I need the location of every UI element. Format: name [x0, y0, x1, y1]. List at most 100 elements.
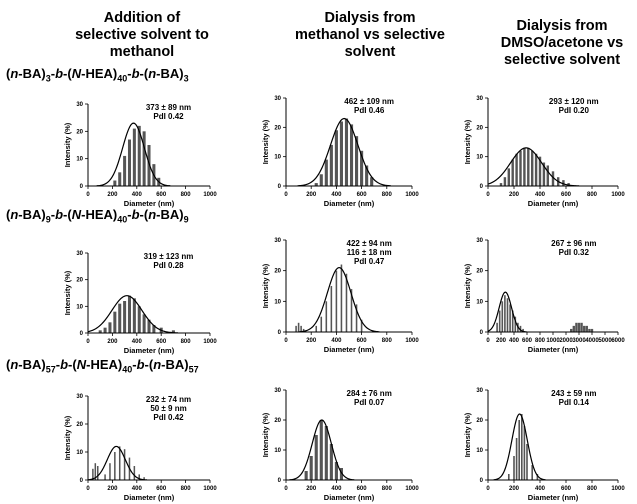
histogram-bar [583, 325, 586, 332]
x-tick-label: 200 [509, 486, 520, 492]
histogram-bar [142, 314, 146, 333]
size-annotation: PdI 0.46 [354, 106, 385, 115]
x-tick-label: 200 [306, 338, 317, 344]
histogram-bar [118, 172, 122, 186]
histogram-bar [114, 452, 116, 480]
y-axis-label: Intensity (%) [463, 119, 472, 164]
histogram-bar [127, 139, 131, 186]
size-annotation: PdI 0.42 [153, 413, 184, 422]
x-tick-label: 1000 [405, 338, 419, 344]
y-axis-label: Intensity (%) [261, 119, 270, 164]
x-tick-label: 0 [284, 192, 288, 198]
y-axis-label: Intensity (%) [261, 263, 270, 308]
x-axis-label: Diameter (nm) [124, 199, 175, 208]
histogram-bar [147, 319, 151, 333]
x-axis-label: Diameter (nm) [528, 493, 579, 502]
histogram-bar [137, 306, 141, 333]
y-axis-label: Intensity (%) [63, 415, 72, 460]
y-axis-label: Intensity (%) [261, 412, 270, 457]
column-header-line: Addition of [103, 10, 181, 26]
y-tick-label: 10 [476, 155, 483, 161]
histogram-bar [325, 301, 328, 332]
x-tick-label: 1000 [203, 486, 217, 492]
histogram-bar [350, 289, 353, 332]
gaussian-fit-line [96, 122, 171, 187]
x-tick-label: 400 [331, 338, 342, 344]
x-tick-label: 200 [306, 486, 317, 492]
x-tick-label: 1000 [203, 339, 217, 345]
dls-histogram-r3c2: 0 10 20 30 0 200 400 600 800 1000 Diameter (nm) Int… [261, 388, 419, 502]
y-tick-label: 10 [476, 448, 483, 454]
histogram-bar [315, 325, 318, 332]
dls-histogram-r2c1: 0 10 20 30 0 200 400 600 800 1000 Diameter (nm) Int… [63, 251, 217, 355]
x-tick-label: 200 [107, 339, 118, 345]
size-annotation: 116 ± 18 nm [347, 248, 392, 257]
histogram-bar [300, 325, 302, 332]
histogram-bar [575, 322, 578, 332]
y-tick-label: 30 [76, 102, 83, 108]
histogram-bar [590, 328, 594, 332]
histogram-bar [142, 131, 146, 186]
gaussian-fit-line [493, 413, 546, 481]
y-tick-label: 20 [274, 125, 281, 131]
dls-histogram-r3c3: 0 10 20 30 0 200 400 600 800 1000 Diameter (nm) Int… [463, 388, 625, 502]
y-tick-label: 20 [274, 269, 281, 275]
histogram-bar [501, 301, 504, 332]
x-tick-label: 400 [132, 192, 143, 198]
y-tick-label: 0 [80, 331, 84, 337]
histogram-bar [530, 150, 534, 186]
histogram-bar [113, 180, 117, 186]
histogram-bar [340, 264, 343, 332]
histogram-bar [580, 322, 583, 332]
gaussian-fit-line [487, 147, 580, 187]
histogram-bar [335, 270, 338, 332]
x-tick-label: 400 [535, 192, 546, 198]
x-axis-label: Diameter (nm) [124, 346, 175, 355]
histogram-bar [526, 444, 528, 480]
y-axis-label: Intensity (%) [463, 412, 472, 457]
x-tick-label: 5000 [598, 338, 612, 344]
histogram-bar [513, 456, 515, 480]
y-tick-label: 10 [476, 299, 483, 305]
histogram-bar [542, 162, 546, 186]
histogram-bar [324, 159, 328, 186]
y-tick-label: 0 [480, 330, 484, 336]
histogram-bar [546, 165, 550, 186]
histogram-bar [518, 420, 520, 480]
column-header-line: Dialysis from [324, 10, 416, 26]
histogram-bar [132, 128, 136, 186]
histogram-bar [345, 273, 348, 332]
x-tick-label: 0 [284, 486, 288, 492]
histogram-bar [302, 328, 305, 332]
histogram-bar [355, 304, 358, 332]
column-header-addition: Addition of selective solvent to methano… [62, 10, 222, 61]
y-tick-label: 0 [278, 184, 282, 190]
x-tick-label: 0 [86, 339, 90, 345]
histogram-bar [123, 155, 127, 186]
x-tick-label: 400 [331, 192, 342, 198]
x-tick-label: 600 [156, 192, 167, 198]
x-tick-label: 400 [509, 338, 520, 344]
histogram-bar [355, 136, 359, 186]
x-tick-label: 0 [86, 192, 90, 198]
column-header-line: methanol [109, 44, 175, 60]
histogram-bar [349, 124, 354, 186]
x-tick-label: 0 [284, 338, 288, 344]
y-tick-label: 0 [480, 478, 484, 484]
x-axis-label: Diameter (nm) [124, 493, 175, 502]
column-header-line: selective solvent to [75, 27, 209, 43]
histogram-bar [330, 286, 333, 332]
histogram-bar [506, 298, 509, 332]
gaussian-fit-line [289, 419, 355, 481]
x-tick-label: 4000 [585, 338, 599, 344]
x-tick-label: 400 [132, 486, 143, 492]
x-tick-label: 600 [156, 486, 167, 492]
histogram-bar [365, 165, 369, 186]
y-tick-label: 30 [76, 394, 83, 400]
y-tick-label: 20 [76, 422, 83, 428]
histogram-bar [514, 316, 517, 332]
size-annotation: 243 ± 59 nm [551, 389, 596, 398]
size-annotation: PdI 0.32 [559, 248, 590, 257]
histogram-bar [534, 153, 538, 186]
column-header-line: selective solvent [503, 52, 621, 68]
